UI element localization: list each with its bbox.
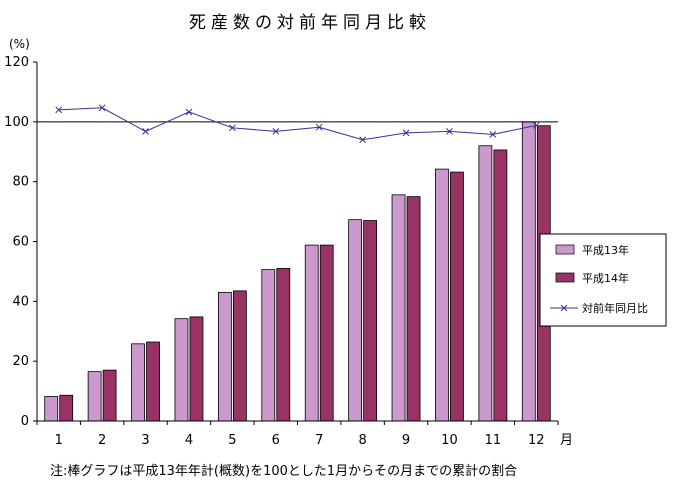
bar-平成14年-3 bbox=[146, 341, 160, 422]
ratio-point-1 bbox=[55, 106, 63, 114]
footnote: 注:棒グラフは平成13年年計(概数)を100とした1月からその月までの累計の割合 bbox=[50, 463, 517, 479]
ratio-point-5 bbox=[229, 124, 236, 132]
bar-平成13年-10 bbox=[435, 168, 449, 422]
y-tick-label-0: 0 bbox=[21, 414, 29, 429]
y-tick-label-20: 20 bbox=[12, 354, 29, 369]
bar-平成14年-6 bbox=[276, 268, 291, 422]
x-tick-label-7: 7 bbox=[315, 433, 323, 448]
bar-平成13年-12 bbox=[521, 121, 536, 422]
ratio-point-3 bbox=[142, 128, 149, 135]
ratio-point-11 bbox=[489, 131, 497, 138]
bar-平成14年-4 bbox=[189, 316, 204, 422]
y-tick-label-60: 60 bbox=[12, 235, 29, 250]
bar-平成13年-5 bbox=[217, 291, 232, 422]
bar-平成14年-7 bbox=[319, 244, 334, 422]
x-tick-label-11: 11 bbox=[485, 433, 502, 448]
legend-swatch-h13 bbox=[555, 244, 575, 255]
bar-平成13年-7 bbox=[304, 244, 319, 422]
x-tick-label-6: 6 bbox=[272, 433, 280, 448]
bars bbox=[44, 121, 551, 422]
y-tick-label-40: 40 bbox=[12, 294, 29, 309]
ratio-line-series bbox=[55, 104, 540, 144]
x-axis-unit: 月 bbox=[560, 433, 573, 448]
bar-平成14年-1 bbox=[59, 394, 74, 422]
x-tick-label-5: 5 bbox=[228, 433, 236, 448]
legend: 平成13年 平成14年 対前年同月比 bbox=[539, 233, 667, 327]
bar-平成14年-10 bbox=[450, 171, 464, 422]
bar-平成14年-2 bbox=[102, 369, 117, 422]
bar-平成14年-8 bbox=[363, 220, 378, 422]
y-tick-label-100: 100 bbox=[4, 115, 29, 130]
x-tick-label-8: 8 bbox=[358, 433, 366, 448]
y-tick-label-80: 80 bbox=[12, 175, 29, 190]
y-axis-unit: (%) bbox=[9, 37, 30, 51]
bar-平成14年-9 bbox=[406, 196, 421, 422]
x-tick-label-10: 10 bbox=[441, 433, 458, 448]
chart-title: 死産数の対前年同月比較 bbox=[189, 13, 431, 33]
legend-marker-ratio bbox=[560, 304, 568, 312]
ratio-point-8 bbox=[359, 136, 366, 144]
bar-平成13年-1 bbox=[44, 396, 59, 422]
bar-平成13年-9 bbox=[391, 194, 406, 422]
legend-label-h14: 平成14年 bbox=[582, 271, 629, 285]
bar-平成13年-2 bbox=[87, 371, 102, 422]
ratio-point-4 bbox=[185, 108, 193, 116]
legend-swatch-h14 bbox=[555, 272, 575, 283]
bar-平成13年-11 bbox=[478, 145, 493, 422]
bar-平成13年-4 bbox=[174, 318, 189, 422]
ratio-line bbox=[58, 107, 537, 141]
legend-label-ratio: 対前年同月比 bbox=[582, 301, 648, 315]
legend-label-h13: 平成13年 bbox=[582, 243, 629, 257]
x-tick-label-3: 3 bbox=[141, 433, 149, 448]
ratio-point-6 bbox=[272, 128, 280, 135]
x-tick-label-1: 1 bbox=[55, 433, 63, 448]
x-tick-label-12: 12 bbox=[528, 433, 545, 448]
bar-平成14年-5 bbox=[232, 290, 247, 422]
ratio-point-7 bbox=[315, 123, 323, 131]
ratio-point-12 bbox=[532, 122, 540, 129]
x-tick-label-2: 2 bbox=[98, 433, 106, 448]
ratio-point-9 bbox=[402, 129, 410, 137]
ratio-point-2 bbox=[98, 104, 106, 112]
legend-marker-x bbox=[560, 304, 568, 312]
bar-平成14年-11 bbox=[493, 149, 508, 422]
x-tick-label-9: 9 bbox=[402, 433, 410, 448]
bar-平成13年-8 bbox=[348, 219, 363, 422]
y-tick-label-120: 120 bbox=[4, 55, 29, 70]
bar-平成13年-6 bbox=[261, 269, 276, 422]
ratio-point-10 bbox=[446, 128, 453, 135]
bar-平成13年-3 bbox=[131, 343, 145, 422]
x-tick-label-4: 4 bbox=[185, 433, 193, 448]
